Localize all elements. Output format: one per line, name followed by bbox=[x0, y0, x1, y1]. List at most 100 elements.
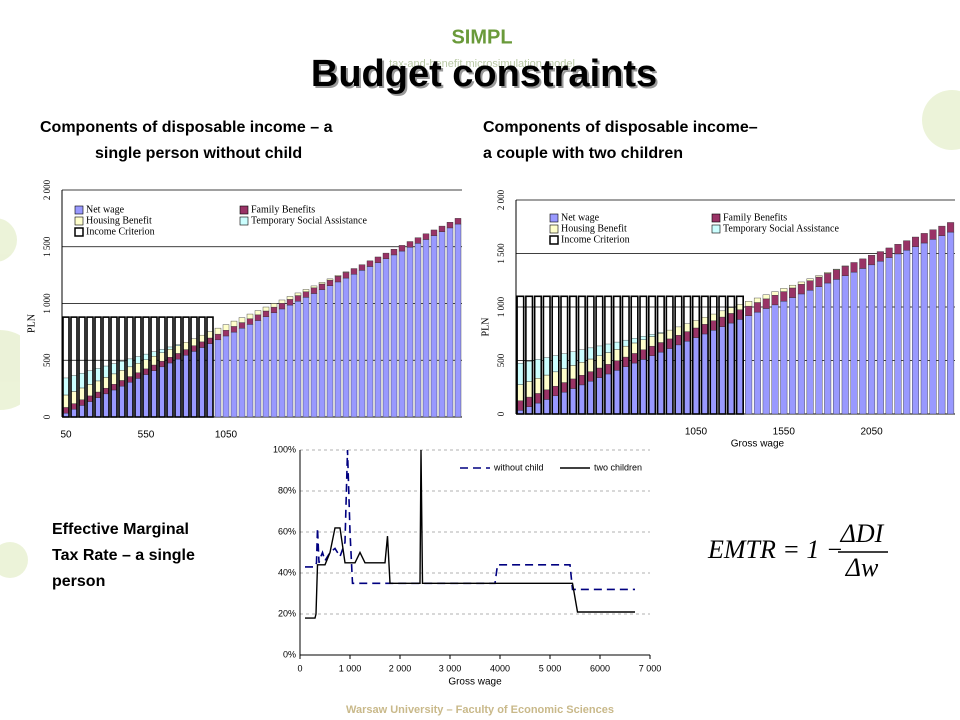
bar-segment bbox=[771, 291, 779, 296]
bar-segment bbox=[294, 295, 302, 302]
bar-segment bbox=[543, 389, 551, 400]
bar-segment bbox=[894, 244, 902, 255]
bar-segment bbox=[126, 366, 134, 377]
bar-segment bbox=[158, 352, 166, 362]
bar-segment bbox=[94, 391, 102, 398]
bar-segment bbox=[126, 382, 134, 418]
criterion-bar bbox=[551, 295, 560, 415]
legend-swatch bbox=[549, 235, 559, 245]
emtr-caption: Effective Marginal Tax Rate – a single p… bbox=[52, 521, 195, 590]
bar-segment bbox=[318, 289, 326, 418]
bar-segment bbox=[230, 326, 238, 333]
bar-segment bbox=[736, 309, 744, 320]
legend-swatch bbox=[239, 205, 249, 215]
chart-title: a couple with two children bbox=[483, 145, 683, 162]
bar-segment bbox=[876, 261, 884, 415]
charts: Components of disposable income – a singl… bbox=[20, 119, 960, 705]
criterion-bar bbox=[727, 295, 736, 415]
bar-segment bbox=[454, 218, 462, 225]
bar-segment bbox=[657, 332, 665, 334]
bar-segment bbox=[534, 393, 542, 404]
bar-segment bbox=[126, 376, 134, 383]
slide-title: Budget constraints bbox=[311, 53, 657, 95]
bar-segment bbox=[771, 295, 779, 306]
bar-segment bbox=[190, 351, 198, 418]
bar-segment bbox=[206, 337, 214, 344]
bar-segment bbox=[294, 292, 302, 296]
bar-segment bbox=[86, 401, 94, 418]
bar-segment bbox=[701, 324, 709, 335]
criterion-bar bbox=[70, 316, 78, 418]
criterion-bar bbox=[735, 295, 744, 415]
bar-segment bbox=[390, 249, 398, 256]
x-tick-label: 550 bbox=[138, 430, 155, 441]
bar-segment bbox=[438, 231, 446, 418]
legend-label: Housing Benefit bbox=[86, 215, 152, 226]
bar-segment bbox=[246, 318, 254, 325]
line-series bbox=[305, 449, 635, 619]
bar-segment bbox=[666, 338, 674, 349]
bar-segment bbox=[701, 317, 709, 325]
criterion-bar bbox=[691, 295, 701, 415]
bar-segment bbox=[134, 363, 142, 373]
legend-swatch bbox=[549, 213, 559, 223]
bar-segment bbox=[903, 250, 911, 415]
legend-swatch bbox=[74, 216, 84, 226]
criterion-bar bbox=[126, 316, 134, 418]
legend-swatch bbox=[711, 224, 721, 234]
bar-segment bbox=[666, 329, 674, 340]
criterion-bar bbox=[198, 316, 206, 418]
bar-segment bbox=[334, 276, 342, 283]
legend-swatch bbox=[74, 227, 84, 237]
bar-segment bbox=[736, 319, 744, 415]
criterion-bar bbox=[586, 295, 595, 415]
brand: SIMPL bbox=[451, 26, 512, 48]
bar-segment bbox=[885, 257, 893, 415]
bar-segment bbox=[334, 275, 342, 277]
bar-segment bbox=[543, 399, 551, 415]
bar-segment bbox=[158, 366, 166, 418]
criterion-bar bbox=[86, 316, 94, 418]
bar-segment bbox=[850, 271, 858, 415]
criterion-bar bbox=[568, 295, 578, 415]
bar-segment bbox=[302, 297, 310, 418]
bar-segment bbox=[683, 323, 691, 332]
bar-segment bbox=[789, 297, 797, 415]
bar-segment bbox=[560, 353, 568, 369]
bar-segment bbox=[569, 365, 577, 380]
bar-segment bbox=[692, 320, 700, 329]
x-tick-label: 1050 bbox=[215, 430, 238, 441]
bar-segment bbox=[182, 349, 190, 356]
criterion-bar bbox=[612, 295, 622, 415]
bar-segment bbox=[806, 290, 814, 415]
x-tick-label: 6000 bbox=[590, 663, 610, 673]
footer: Warsaw University – Faculty of Economic … bbox=[346, 704, 614, 716]
y-tick-label: 500 bbox=[496, 353, 506, 367]
bar-segment bbox=[438, 225, 446, 232]
bar-segment bbox=[318, 283, 326, 290]
bar-segment bbox=[604, 373, 612, 415]
y-tick-label: 0% bbox=[283, 649, 296, 659]
bar-segment bbox=[310, 285, 318, 289]
bar-segment bbox=[206, 331, 214, 339]
bar-segment bbox=[270, 312, 278, 418]
legend-label: Income Criterion bbox=[86, 226, 155, 237]
bar-segment bbox=[525, 396, 533, 407]
bar-segment bbox=[350, 274, 358, 418]
legend-swatch bbox=[549, 224, 559, 234]
bar-segment bbox=[938, 235, 946, 415]
bar-segment bbox=[190, 345, 198, 352]
criterion-bar bbox=[190, 316, 198, 418]
bar-segment bbox=[552, 385, 560, 397]
bar-segment bbox=[246, 324, 254, 418]
x-axis-label: Gross wage bbox=[731, 439, 785, 450]
bar-segment bbox=[552, 371, 560, 387]
bar-segment bbox=[560, 382, 568, 393]
bar-segment bbox=[639, 349, 647, 360]
bar-segment bbox=[142, 359, 150, 370]
bar-segment bbox=[302, 289, 310, 292]
bar-segment bbox=[166, 357, 174, 364]
bar-segment bbox=[868, 264, 876, 415]
bar-segment bbox=[278, 308, 286, 418]
bar-segment bbox=[358, 264, 366, 271]
